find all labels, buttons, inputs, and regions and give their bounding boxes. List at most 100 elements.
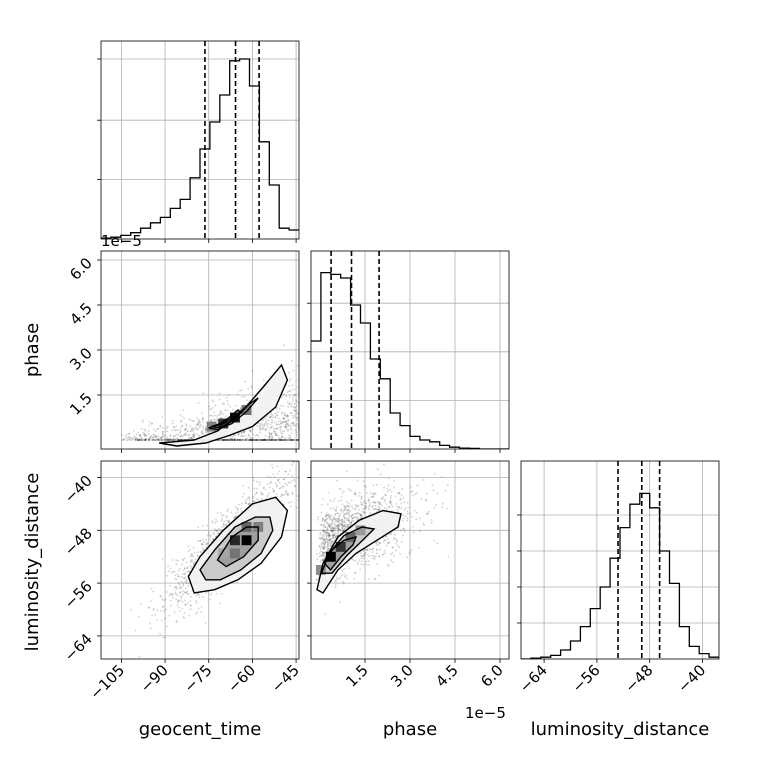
pair-geocent-time-vs-phase-sample-point [288,424,291,427]
pair-phase-vs-luminosity-distance-sample-point [335,508,338,511]
pair-phase-vs-luminosity-distance-sample-point [327,549,330,552]
pair-geocent-time-vs-phase-sample-point [162,430,165,433]
pair-geocent-time-vs-phase-sample-point [162,435,164,438]
pair-geocent-time-vs-phase-sample-point [173,426,176,429]
pair-phase-vs-luminosity-distance-sample-point [325,531,328,534]
pair-geocent-time-vs-phase-sample-point [249,439,252,441]
pair-phase-vs-luminosity-distance-sample-point [385,535,388,538]
pair-geocent-time-vs-phase-sample-point [292,439,294,441]
pair-phase-vs-luminosity-distance-sample-point [329,518,331,521]
pair-geocent-time-vs-phase-sample-point [261,419,264,422]
pair-phase-vs-luminosity-distance-sample-point [378,542,381,544]
pair-geocent-time-vs-phase-sample-point [218,398,221,401]
pair-geocent-time-vs-phase-sample-point [121,439,123,441]
pair-geocent-time-vs-luminosity-distance-sample-point [284,470,287,473]
pair-geocent-time-vs-phase-sample-point [192,436,195,439]
pair-phase-vs-luminosity-distance-sample-point [346,524,349,527]
pair-phase-vs-luminosity-distance-sample-point [327,514,330,517]
pair-phase-vs-luminosity-distance-sample-point [368,513,371,516]
pair-phase-vs-luminosity-distance-sample-point [368,555,371,558]
pair-phase-vs-luminosity-distance-sample-point [347,487,350,490]
pair-geocent-time-vs-phase-sample-point [237,433,240,436]
xtick-label-phase-0: 1.5 [342,661,372,691]
pair-geocent-time-vs-phase-sample-point [265,439,267,441]
pair-phase-vs-luminosity-distance-sample-point [389,501,392,504]
pair-phase-vs-luminosity-distance-sample-point [375,548,378,551]
pair-phase-vs-luminosity-distance-sample-point [319,524,322,526]
pair-geocent-time-vs-phase-sample-point [160,426,163,428]
pair-geocent-time-vs-phase-sample-point [213,411,215,414]
pair-geocent-time-vs-phase-sample-point [164,439,167,441]
pair-geocent-time-vs-phase-sample-point [272,439,275,441]
pair-phase-vs-luminosity-distance-sample-point [344,508,346,511]
pair-geocent-time-vs-luminosity-distance-sample-point [162,599,165,602]
pair-geocent-time-vs-luminosity-distance-sample-point [199,551,202,553]
pair-phase-vs-luminosity-distance-sample-point [351,517,354,520]
pair-phase-vs-luminosity-distance-sample-point [357,518,360,520]
pair-geocent-time-vs-phase-sample-point [244,438,247,440]
pair-geocent-time-vs-phase-sample-point [279,439,282,441]
pair-geocent-time-vs-phase-sample-point [201,432,204,435]
pair-phase-vs-luminosity-distance-sample-point [393,538,395,541]
pair-phase-vs-luminosity-distance-sample-point [397,492,399,495]
pair-phase-vs-luminosity-distance-sample-point [324,531,327,534]
pair-geocent-time-vs-phase-sample-point [190,430,193,433]
pair-geocent-time-vs-luminosity-distance-sample-point [161,606,164,609]
pair-geocent-time-vs-luminosity-distance-sample-point [166,574,168,577]
pair-phase-vs-luminosity-distance-sample-point [364,551,367,554]
pair-geocent-time-vs-phase-sample-point [211,415,214,418]
pair-geocent-time-vs-phase-sample-point [251,439,253,441]
pair-geocent-time-vs-phase-sample-point [212,400,215,403]
pair-phase-vs-luminosity-distance-sample-point [374,541,377,544]
pair-geocent-time-vs-phase-sample-point [148,437,150,440]
pair-phase-vs-luminosity-distance-sample-point [328,526,331,528]
pair-phase-vs-luminosity-distance-sample-point [323,543,326,546]
pair-phase-vs-luminosity-distance-sample-point [341,527,344,529]
pair-phase-vs-luminosity-distance-sample-point [418,517,421,520]
pair-phase-vs-luminosity-distance-sample-point [325,526,327,529]
pair-geocent-time-vs-phase-sample-point [240,439,243,441]
pair-phase-vs-luminosity-distance-sample-point [430,522,433,524]
pair-phase-vs-luminosity-distance-sample-point [368,499,370,502]
pair-geocent-time-vs-phase-sample-point [152,437,155,439]
pair-geocent-time-vs-luminosity-distance-sample-point [194,560,196,563]
pair-geocent-time-vs-phase-sample-point [224,439,227,441]
pair-geocent-time-vs-phase-sample-point [291,422,294,425]
pair-geocent-time-vs-luminosity-distance-sample-point [184,603,187,606]
pair-phase-vs-luminosity-distance-sample-point [410,485,412,488]
pair-phase-vs-luminosity-distance-sample-point [332,500,335,503]
pair-geocent-time-vs-phase-sample-point [173,439,175,441]
pair-geocent-time-vs-luminosity-distance-sample-point [219,529,222,532]
pair-geocent-time-vs-phase-sample-point [274,416,276,419]
pair-phase-vs-luminosity-distance-sample-point [341,524,344,526]
pair-phase-vs-luminosity-distance-sample-point [383,463,385,466]
pair-geocent-time-vs-phase-sample-point [296,439,299,441]
hist-phase-panel [307,250,510,450]
pair-geocent-time-vs-phase-sample-point [263,423,266,426]
pair-phase-vs-luminosity-distance-sample-point [330,537,333,540]
pair-phase-vs-luminosity-distance-sample-point [330,529,333,532]
pair-geocent-time-vs-phase-sample-point [236,439,239,441]
pair-geocent-time-vs-phase-sample-point [189,436,192,439]
pair-geocent-time-vs-phase-sample-point [177,439,180,441]
pair-geocent-time-vs-luminosity-distance-sample-point [225,519,228,522]
pair-geocent-time-vs-luminosity-distance-sample-point [269,486,271,489]
pair-geocent-time-vs-phase-sample-point [283,430,286,433]
pair-geocent-time-vs-luminosity-distance-sample-point [183,577,186,579]
pair-phase-vs-luminosity-distance-sample-point [336,534,339,537]
pair-geocent-time-vs-phase-sample-point [140,439,143,441]
pair-geocent-time-vs-luminosity-distance-sample-point [184,580,187,583]
pair-phase-vs-luminosity-distance-sample-point [334,526,337,528]
pair-geocent-time-vs-phase-sample-point [200,431,203,433]
pair-geocent-time-vs-luminosity-distance-sample-point [226,516,228,519]
pair-geocent-time-vs-phase-sample-point [230,439,233,441]
pair-phase-vs-luminosity-distance-sample-point [352,559,355,561]
pair-phase-vs-luminosity-distance-density-cell-2 [345,532,356,542]
pair-geocent-time-vs-phase-sample-point [136,439,139,441]
pair-phase-vs-luminosity-distance-sample-point [329,543,331,545]
pair-geocent-time-vs-luminosity-distance-sample-point [183,557,186,560]
pair-phase-vs-luminosity-distance-sample-point [341,526,344,529]
pair-geocent-time-vs-luminosity-distance-sample-point [241,496,244,498]
pair-geocent-time-vs-luminosity-distance-sample-point [202,538,204,541]
pair-geocent-time-vs-phase-sample-point [162,439,165,441]
